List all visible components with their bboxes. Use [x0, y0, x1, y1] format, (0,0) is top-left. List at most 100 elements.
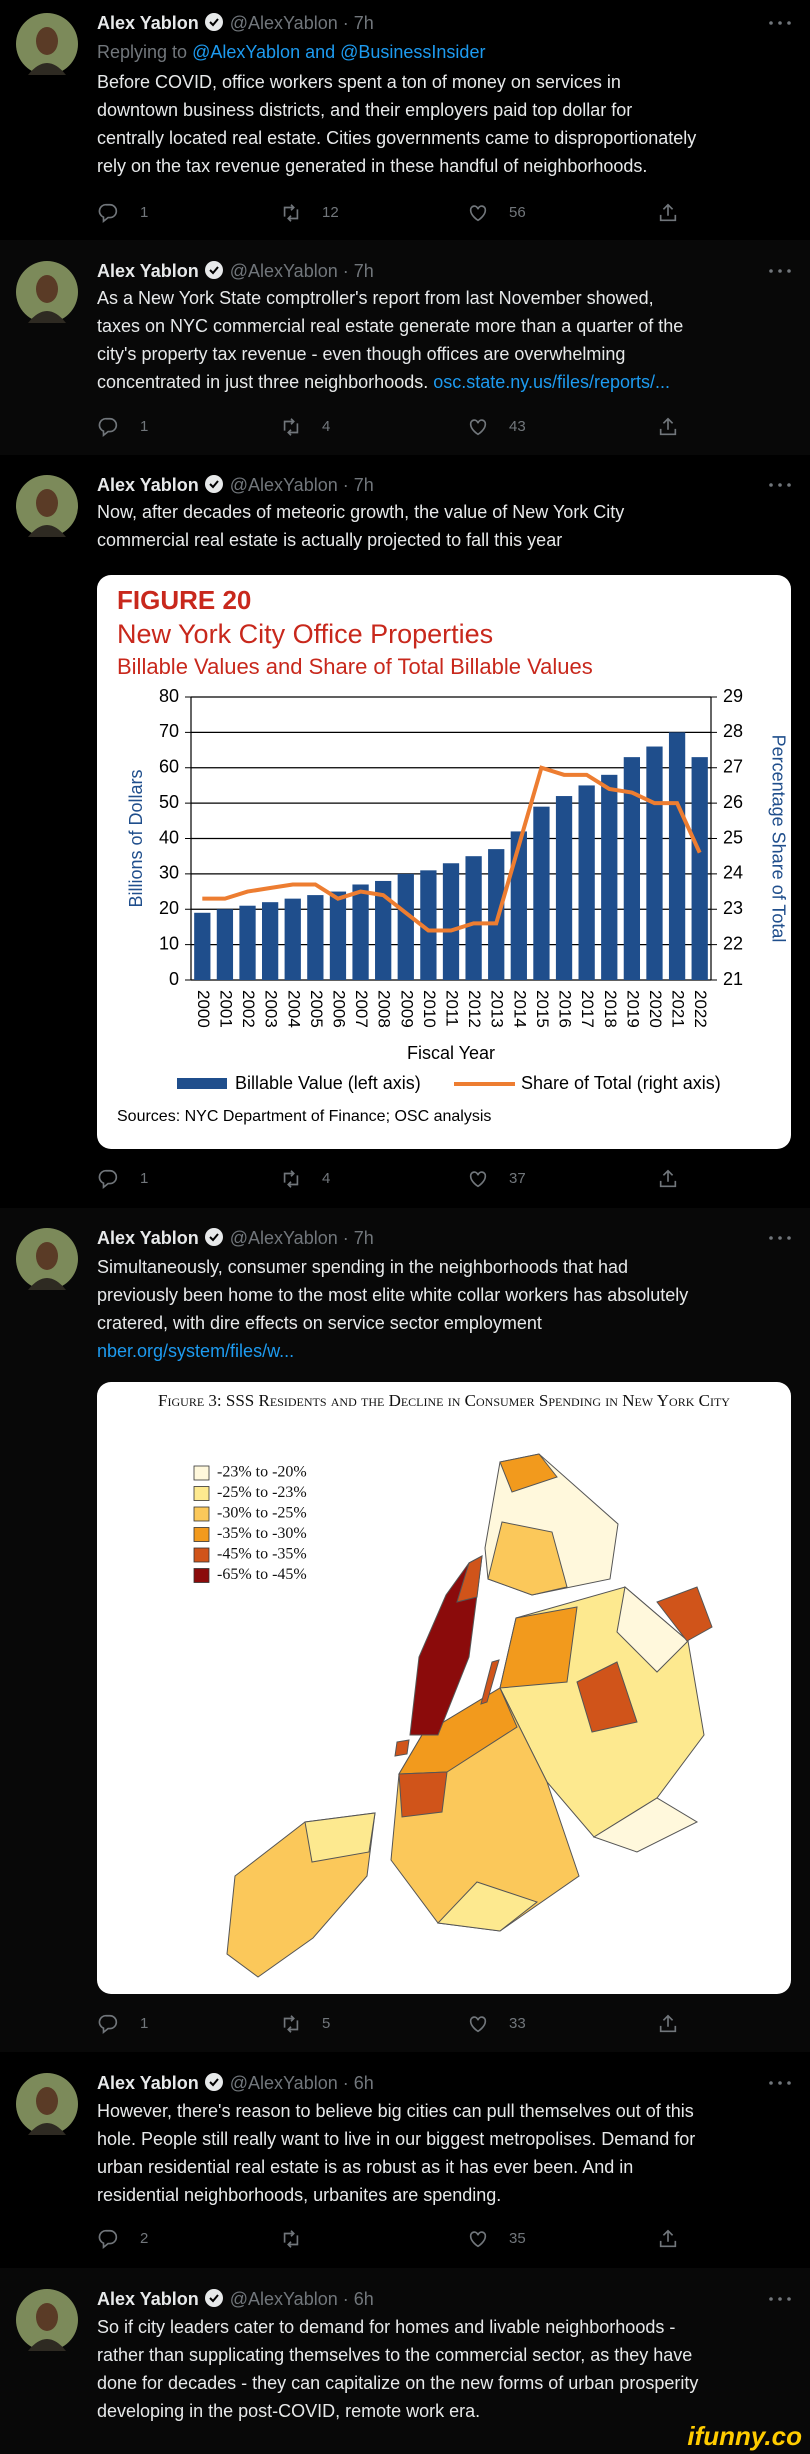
- like-button[interactable]: [467, 1168, 489, 1190]
- reply-button[interactable]: [98, 2013, 120, 2035]
- retweet-count: 12: [322, 204, 339, 221]
- badge-bg: [204, 2073, 223, 2091]
- tweet-text-line: city's property tax revenue - even thoug…: [97, 344, 626, 364]
- y-tick-label: 20: [159, 898, 179, 918]
- bar: [329, 891, 347, 980]
- share-button[interactable]: [657, 1168, 679, 1190]
- bar: [578, 785, 595, 980]
- queens-center: [576, 1661, 638, 1733]
- like-button[interactable]: [467, 416, 489, 438]
- share-button[interactable]: [657, 416, 679, 438]
- avatar-body: [28, 2339, 66, 2351]
- map-title: Figure 3: SSS Residents and the Decline …: [158, 1391, 730, 1410]
- tweet-text-line: downtown business districts, and their e…: [97, 100, 633, 120]
- x-tick-label: 2021: [669, 990, 688, 1028]
- y2-tick-label: 27: [723, 757, 743, 777]
- reply-button[interactable]: [98, 416, 120, 438]
- y2-axis-label: Percentage Share of Total: [768, 735, 788, 943]
- author-handle: @AlexYablon · 6h: [229, 2289, 374, 2309]
- tweet: Alex Yablon @AlexYablon · 7h Now, after de…: [0, 455, 810, 1208]
- avatar: [16, 1228, 78, 1290]
- share-button[interactable]: [657, 2013, 679, 2035]
- map: -23% to -20% -25% to -23% -30% to -25% -35%…: [193, 1453, 713, 1978]
- avatar: [16, 475, 78, 537]
- more-menu[interactable]: [768, 482, 792, 488]
- replying-to[interactable]: @AlexYablon and @BusinessInsider: [192, 42, 486, 62]
- bar: [691, 757, 708, 980]
- dot: [769, 1236, 773, 1240]
- author-name[interactable]: Alex Yablon: [97, 2289, 199, 2309]
- x-tick-label: 2017: [578, 990, 597, 1028]
- reply-button[interactable]: [98, 1168, 120, 1190]
- more-menu[interactable]: [768, 268, 792, 274]
- chart-title: FIGURE 20: [117, 585, 251, 615]
- badge-bg: [204, 475, 223, 493]
- dot: [769, 21, 773, 25]
- verified-badge: [204, 13, 223, 31]
- author-handle: @AlexYablon · 6h: [229, 2073, 374, 2093]
- retweet-button[interactable]: [280, 202, 302, 224]
- legend-swatch: [193, 1465, 210, 1481]
- author-name[interactable]: Alex Yablon: [97, 475, 199, 495]
- badge-check: [209, 480, 219, 489]
- retweet-button[interactable]: [280, 2228, 302, 2250]
- dot: [787, 2081, 791, 2085]
- retweet-button[interactable]: [280, 2013, 302, 2035]
- y2-tick-label: 24: [723, 863, 743, 883]
- reply-button[interactable]: [98, 202, 120, 224]
- tweet-link[interactable]: nber.org/system/files/w...: [97, 1341, 295, 1361]
- x-tick-label: 2006: [329, 990, 348, 1028]
- x-tick-label: 2007: [352, 990, 371, 1028]
- share-button[interactable]: [657, 202, 679, 224]
- tweet-text-line: Simultaneously, consumer spending in the…: [97, 1257, 629, 1277]
- like-button[interactable]: [467, 2228, 489, 2250]
- dot: [787, 269, 791, 273]
- author-name[interactable]: Alex Yablon: [97, 2073, 199, 2093]
- legend-label: -25% to -23%: [217, 1484, 307, 1501]
- avatar: [16, 13, 78, 75]
- replying-label: Replying to: [97, 42, 188, 62]
- like-count: 43: [509, 418, 526, 435]
- x-tick-label: 2009: [397, 990, 416, 1028]
- x-tick-label: 2003: [262, 990, 281, 1028]
- tweet-text-line: urban residential real estate is as robu…: [97, 2157, 634, 2177]
- avatar-face: [36, 1242, 58, 1270]
- badge-check: [209, 2078, 219, 2087]
- reply-count: 1: [140, 418, 149, 435]
- tweet-text-line: hole. People still really want to live i…: [97, 2129, 696, 2149]
- share-button[interactable]: [657, 2228, 679, 2250]
- legend-swatch: [193, 1506, 210, 1522]
- more-menu[interactable]: [768, 2080, 792, 2086]
- legend-swatch: [177, 1078, 227, 1089]
- dot: [769, 2081, 773, 2085]
- like-button[interactable]: [467, 2013, 489, 2035]
- y2-tick-label: 29: [723, 686, 743, 706]
- author-name[interactable]: Alex Yablon: [97, 1228, 199, 1248]
- retweet-button[interactable]: [280, 416, 302, 438]
- retweet-count: 5: [322, 2015, 331, 2032]
- more-menu[interactable]: [768, 2296, 792, 2302]
- author-name[interactable]: Alex Yablon: [97, 13, 199, 33]
- x-tick-label: 2011: [443, 990, 462, 1027]
- more-menu[interactable]: [768, 20, 792, 26]
- legend-label: -45% to -35%: [217, 1546, 307, 1563]
- tweet-link[interactable]: osc.state.ny.us/files/reports/...: [433, 372, 671, 392]
- badge-bg: [204, 2289, 223, 2307]
- x-tick-label: 2010: [420, 990, 439, 1028]
- author-handle: @AlexYablon · 7h: [229, 261, 374, 281]
- y2-tick-label: 28: [723, 721, 743, 741]
- x-tick-label: 2000: [194, 990, 213, 1028]
- avatar-face: [36, 27, 58, 55]
- like-button[interactable]: [467, 202, 489, 224]
- tweet-text-line: Now, after decades of meteoric growth, t…: [97, 502, 625, 522]
- author-name[interactable]: Alex Yablon: [97, 261, 199, 281]
- x-tick-label: 2001: [216, 990, 235, 1028]
- bar: [646, 746, 663, 980]
- more-menu[interactable]: [768, 1235, 792, 1241]
- avatar-face: [36, 275, 58, 303]
- header-row: Alex Yablon @AlexYablon · 7h: [97, 12, 374, 34]
- reply-button[interactable]: [98, 2228, 120, 2250]
- retweet-button[interactable]: [280, 1168, 302, 1190]
- avatar-body: [28, 2123, 66, 2135]
